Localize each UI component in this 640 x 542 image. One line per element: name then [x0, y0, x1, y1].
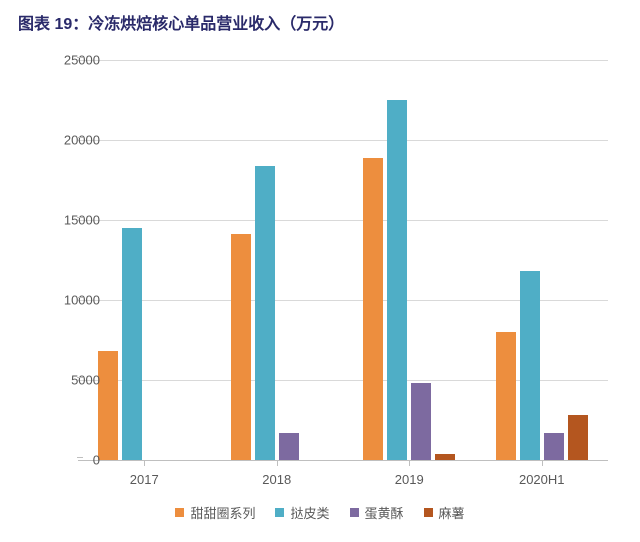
legend-item: 麻薯	[424, 503, 465, 522]
legend-swatch	[275, 508, 284, 517]
legend: 甜甜圈系列 挞皮类 蛋黄酥 麻薯	[0, 503, 640, 522]
y-tick-label: 20000	[40, 133, 100, 148]
bar	[520, 271, 540, 460]
bar	[363, 158, 383, 460]
x-tick-mark	[409, 460, 410, 466]
y-tick-label: 5000	[40, 373, 100, 388]
legend-label: 挞皮类	[290, 506, 329, 521]
x-tick-label: 2017	[130, 472, 159, 487]
legend-label: 蛋黄酥	[365, 506, 404, 521]
x-tick-label: 2020H1	[519, 472, 565, 487]
legend-item: 甜甜圈系列	[175, 503, 255, 522]
x-axis	[78, 460, 608, 461]
bar	[435, 454, 455, 460]
bar	[387, 100, 407, 460]
y-tick-mark	[77, 217, 83, 218]
x-tick-mark	[144, 460, 145, 466]
grid-line	[78, 140, 608, 141]
figure-container: 图表 19：冷冻烘焙核心单品营业收入（万元） 0 5000 10000 15000 20…	[0, 0, 640, 542]
legend-item: 挞皮类	[275, 503, 329, 522]
y-tick-mark	[77, 377, 83, 378]
x-tick-mark	[277, 460, 278, 466]
bar	[568, 415, 588, 460]
bar	[122, 228, 142, 460]
grid-line	[78, 220, 608, 221]
x-tick-label: 2018	[262, 472, 291, 487]
y-tick-label: 0	[40, 453, 100, 468]
plot-area	[78, 60, 608, 460]
y-tick-mark	[77, 57, 83, 58]
legend-item: 蛋黄酥	[350, 503, 404, 522]
bar	[231, 234, 251, 460]
chart-title: 图表 19：冷冻烘焙核心单品营业收入（万元）	[18, 10, 344, 34]
y-tick-label: 10000	[40, 293, 100, 308]
x-tick-label: 2019	[395, 472, 424, 487]
legend-swatch	[350, 508, 359, 517]
y-tick-label: 15000	[40, 213, 100, 228]
legend-swatch	[175, 508, 184, 517]
legend-label: 麻薯	[439, 506, 465, 521]
y-tick-mark	[77, 297, 83, 298]
bar	[255, 166, 275, 460]
bar	[279, 433, 299, 460]
y-tick-mark	[77, 457, 83, 458]
bar	[98, 351, 118, 460]
bar	[544, 433, 564, 460]
legend-swatch	[424, 508, 433, 517]
x-tick-mark	[542, 460, 543, 466]
y-tick-mark	[77, 137, 83, 138]
legend-label: 甜甜圈系列	[190, 506, 255, 521]
y-tick-label: 25000	[40, 53, 100, 68]
bar	[411, 383, 431, 460]
bar	[496, 332, 516, 460]
grid-line	[78, 60, 608, 61]
